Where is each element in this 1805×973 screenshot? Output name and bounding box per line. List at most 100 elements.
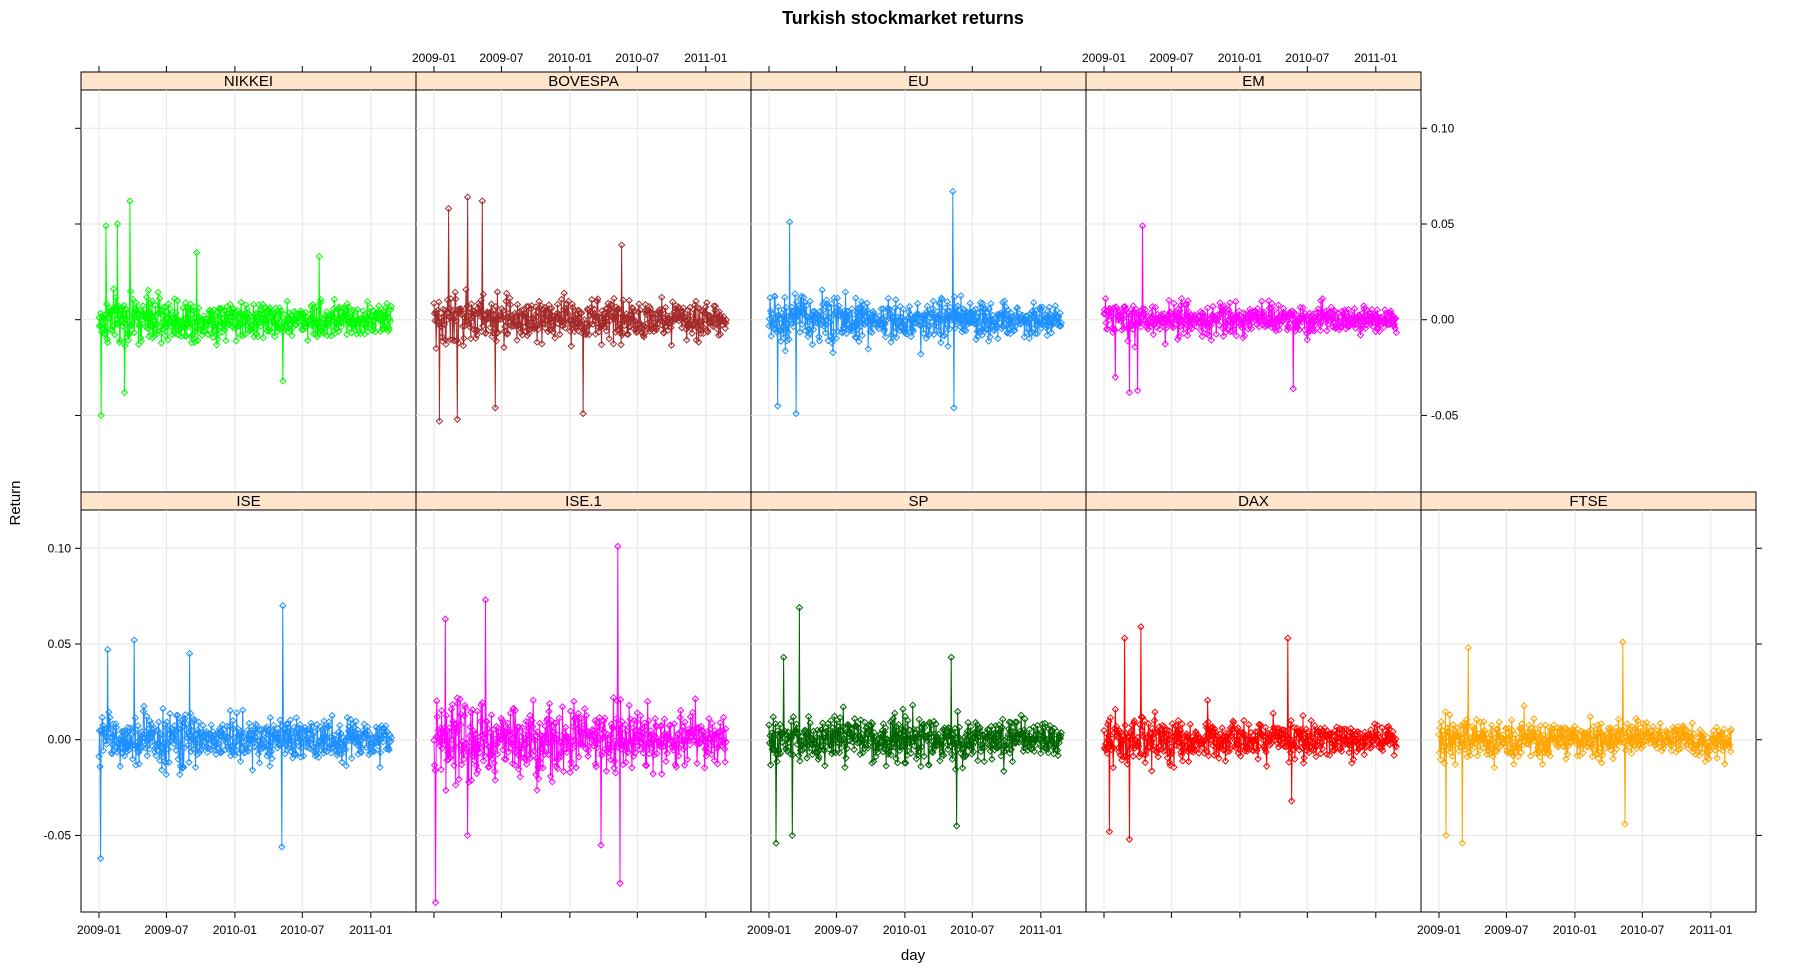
data-point [868,719,877,728]
data-point [1344,733,1353,741]
data-point [111,728,119,737]
data-point [1129,752,1137,760]
data-point [987,299,995,308]
data-point [592,312,601,321]
data-point [233,709,241,717]
data-point [1280,738,1288,746]
data-point [1296,303,1305,312]
data-point [617,340,625,349]
data-point [616,695,625,704]
data-point [1718,730,1726,739]
data-point [473,326,482,334]
data-point [1138,222,1147,230]
data-point [717,732,725,741]
data-point [1212,330,1220,338]
data-point [773,402,782,410]
data-point [215,304,224,313]
data-point [1697,731,1706,740]
data-point [1325,735,1333,744]
data-point [686,312,695,320]
data-point [1210,725,1219,733]
data-point [975,729,983,737]
data-point [1385,320,1393,328]
data-point [480,734,488,743]
data-point [506,301,515,309]
data-point [1105,827,1114,836]
data-point [1294,733,1302,742]
data-point [312,330,320,338]
data-point [623,745,631,753]
data-point [181,711,189,719]
data-point [238,729,246,738]
data-point [1464,644,1472,652]
data-point [767,332,775,340]
data-point [439,732,447,740]
data-point [102,222,110,230]
data-point [1602,730,1610,738]
data-point [572,763,580,772]
data-point [1205,331,1213,340]
data-point [172,711,181,720]
data-point [186,709,195,718]
data-point [840,736,849,745]
data-point [1446,711,1454,719]
data-point [936,300,944,308]
data-point [667,323,675,332]
data-point [666,721,675,729]
data-point [366,748,374,757]
data-point [1688,719,1696,727]
data-point [1176,306,1184,315]
data-point [1111,326,1119,334]
data-point [474,737,483,745]
data-point [493,750,502,758]
data-point [976,723,984,732]
data-point [552,719,560,727]
data-point [909,701,917,710]
data-point [485,743,493,751]
data-point [385,315,394,323]
data-point [1333,315,1341,323]
data-point [1360,302,1368,310]
data-point [326,319,334,327]
data-point [1052,739,1061,747]
data-point [165,730,174,739]
data-point [299,752,308,760]
data-point [1369,322,1377,331]
data-point [967,723,975,731]
data-point [211,730,220,739]
data-point [1299,304,1307,312]
data-point [303,727,311,735]
data-point [363,731,371,740]
data-point [307,722,316,730]
data-point [1275,325,1283,334]
data-point [525,329,533,338]
data-point [1254,755,1262,763]
data-point [1255,720,1263,729]
data-point [140,702,148,711]
data-point [1355,311,1364,320]
data-point [136,321,144,330]
data-point [646,304,655,313]
panel-frame [1420,491,1757,913]
data-point [854,724,863,732]
data-point [116,336,124,344]
data-point [881,333,890,341]
data-point [947,653,955,662]
data-point [867,722,875,730]
data-point [791,305,800,314]
data-point [804,712,813,721]
data-point [700,763,709,772]
data-point [1112,722,1121,731]
data-point [917,743,926,751]
data-point [1448,732,1456,740]
data-point [558,748,566,756]
data-point [314,318,322,326]
data-point [1262,762,1271,770]
data-point [1228,327,1237,335]
data-point [1285,758,1293,766]
data-point [1562,755,1570,763]
data-point [1449,741,1458,750]
data-point [1217,735,1225,744]
data-point [1178,720,1186,728]
data-point [1442,831,1450,840]
